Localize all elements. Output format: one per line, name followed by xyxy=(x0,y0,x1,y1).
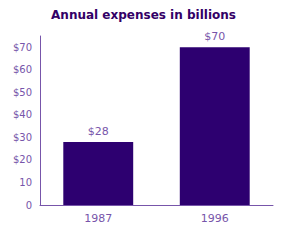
svg-text:$20: $20 xyxy=(13,154,32,165)
svg-text:$70: $70 xyxy=(204,30,225,43)
svg-text:$50: $50 xyxy=(13,87,32,98)
svg-text:1996: 1996 xyxy=(201,212,229,225)
svg-text:$30: $30 xyxy=(13,132,32,143)
svg-text:0: 0 xyxy=(26,200,32,211)
svg-text:Annual expenses in billions: Annual expenses in billions xyxy=(51,8,236,22)
svg-text:1987: 1987 xyxy=(84,212,112,225)
svg-text:$40: $40 xyxy=(13,109,32,120)
svg-text:$60: $60 xyxy=(13,64,32,75)
svg-text:$28: $28 xyxy=(88,125,109,138)
svg-text:$70: $70 xyxy=(13,42,32,53)
svg-text:10: 10 xyxy=(19,177,32,188)
